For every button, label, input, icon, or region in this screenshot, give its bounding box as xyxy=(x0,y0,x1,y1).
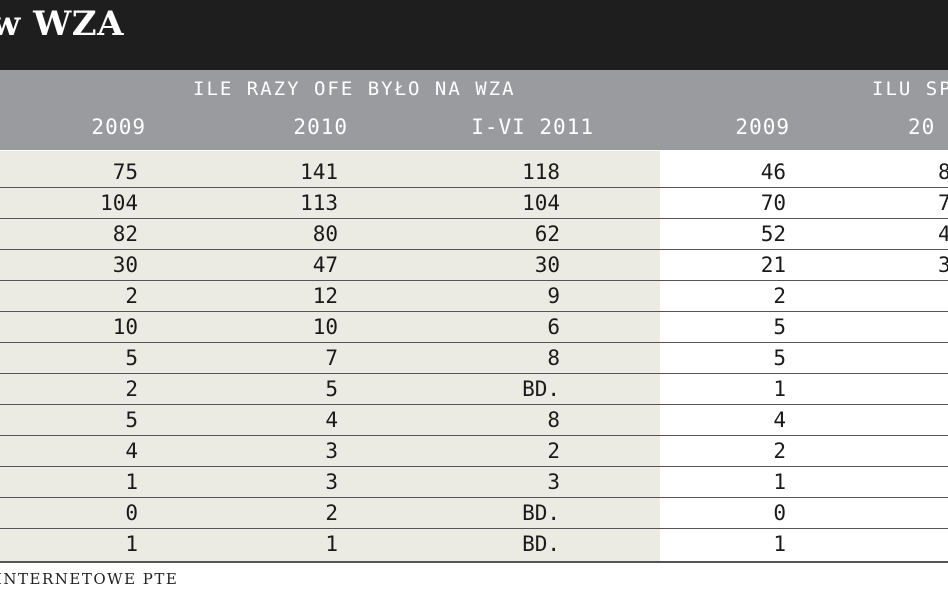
cell-2009-b: 5 xyxy=(773,346,786,370)
cell-2009-b: 46 xyxy=(760,160,786,184)
cell-2009-a: 1 xyxy=(125,532,138,556)
row-divider xyxy=(0,249,948,250)
cell-2009-a: 5 xyxy=(125,408,138,432)
group-header-ofe-attendance: ILE RAZY OFE BYŁO NA WZA xyxy=(193,78,516,100)
cell-2009-a: 5 xyxy=(125,346,138,370)
page-title: w WZA xyxy=(0,4,124,44)
cell-i-vi-2011: BD. xyxy=(522,377,560,401)
row-divider xyxy=(0,342,948,343)
cell-2010-a: 80 xyxy=(312,222,338,246)
cell-2009-b: 1 xyxy=(773,377,786,401)
table-header xyxy=(0,70,948,150)
cell-i-vi-2011: 62 xyxy=(534,222,560,246)
cell-2010-a: 113 xyxy=(300,191,338,215)
table-bottom-rule xyxy=(0,561,948,563)
row-divider xyxy=(0,187,948,188)
column-header-2009-b: 2009 xyxy=(735,115,790,139)
cell-2009-b: 0 xyxy=(773,501,786,525)
row-divider xyxy=(0,280,948,281)
cell-2010-a: 5 xyxy=(325,377,338,401)
cell-partial: 4 xyxy=(938,222,948,246)
cell-2009-a: 1 xyxy=(125,470,138,494)
row-divider xyxy=(0,311,948,312)
cell-2009-b: 2 xyxy=(773,284,786,308)
cell-2009-b: 52 xyxy=(760,222,786,246)
column-header-i-vi-2011: I-VI 2011 xyxy=(471,115,594,139)
cell-2010-a: 47 xyxy=(312,253,338,277)
cell-partial: 3 xyxy=(938,253,948,277)
cell-i-vi-2011: 6 xyxy=(547,315,560,339)
cell-2009-b: 70 xyxy=(760,191,786,215)
title-bar: w WZA xyxy=(0,0,948,70)
cell-2010-a: 2 xyxy=(325,501,338,525)
cell-2009-b: 2 xyxy=(773,439,786,463)
group-header-second: ILU SPO xyxy=(872,78,948,100)
shaded-column-block xyxy=(0,151,660,561)
cell-i-vi-2011: 3 xyxy=(547,470,560,494)
cell-2009-a: 104 xyxy=(100,191,138,215)
row-divider xyxy=(0,528,948,529)
cell-2009-a: 0 xyxy=(125,501,138,525)
column-header-2010-a: 2010 xyxy=(293,115,348,139)
row-divider xyxy=(0,497,948,498)
cell-2009-a: 10 xyxy=(112,315,138,339)
cell-i-vi-2011: 30 xyxy=(534,253,560,277)
cell-2009-a: 2 xyxy=(125,284,138,308)
cell-i-vi-2011: 104 xyxy=(522,191,560,215)
cell-2009-a: 2 xyxy=(125,377,138,401)
cell-2009-b: 1 xyxy=(773,470,786,494)
cell-2010-a: 12 xyxy=(312,284,338,308)
cell-2009-a: 4 xyxy=(125,439,138,463)
row-divider xyxy=(0,218,948,219)
cell-2009-a: 30 xyxy=(112,253,138,277)
cell-2010-a: 3 xyxy=(325,439,338,463)
cell-i-vi-2011: BD. xyxy=(522,532,560,556)
cell-i-vi-2011: 9 xyxy=(547,284,560,308)
cell-i-vi-2011: 118 xyxy=(522,160,560,184)
cell-2010-a: 141 xyxy=(300,160,338,184)
cell-2010-a: 3 xyxy=(325,470,338,494)
cell-i-vi-2011: 8 xyxy=(547,346,560,370)
cell-2009-b: 4 xyxy=(773,408,786,432)
cell-2010-a: 4 xyxy=(325,408,338,432)
cell-i-vi-2011: 2 xyxy=(547,439,560,463)
row-divider xyxy=(0,466,948,467)
column-header-2009-a: 2009 xyxy=(91,115,146,139)
cell-partial: 7 xyxy=(938,191,948,215)
cell-2009-a: 75 xyxy=(112,160,138,184)
cell-2009-b: 21 xyxy=(760,253,786,277)
cell-2009-b: 5 xyxy=(773,315,786,339)
cell-2010-a: 7 xyxy=(325,346,338,370)
cell-i-vi-2011: 8 xyxy=(547,408,560,432)
row-divider xyxy=(0,404,948,405)
cell-i-vi-2011: BD. xyxy=(522,501,560,525)
column-header-partial: 20 xyxy=(908,115,936,139)
source-note: INTERNETOWE PTE xyxy=(0,570,179,588)
row-divider xyxy=(0,373,948,374)
cell-2010-a: 1 xyxy=(325,532,338,556)
row-divider xyxy=(0,435,948,436)
cell-partial: 8 xyxy=(938,160,948,184)
cell-2010-a: 10 xyxy=(312,315,338,339)
cell-2009-a: 82 xyxy=(112,222,138,246)
cell-2009-b: 1 xyxy=(773,532,786,556)
